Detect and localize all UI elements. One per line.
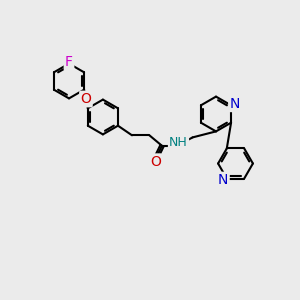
Text: F: F <box>65 55 73 69</box>
Text: N: N <box>218 173 228 187</box>
Text: NH: NH <box>169 136 188 149</box>
Text: O: O <box>150 155 161 169</box>
Text: O: O <box>80 92 92 106</box>
Text: N: N <box>230 97 240 111</box>
